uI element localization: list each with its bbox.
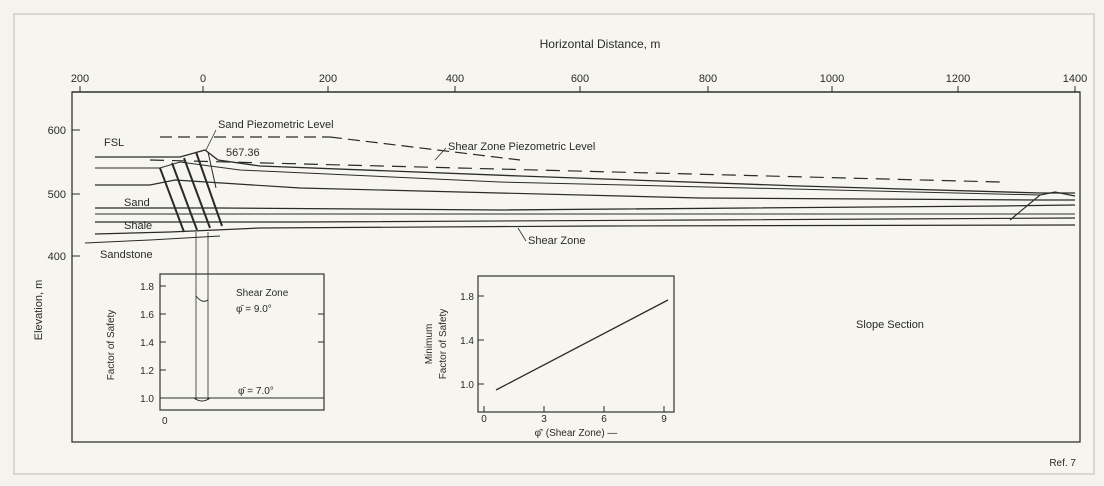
slope-section-label: Slope Section: [856, 319, 924, 331]
left-inset-y-tick: 1.2: [140, 366, 154, 377]
fs-trend-line: [495, 299, 669, 391]
left-inset-origin: 0: [162, 416, 168, 427]
sand-piezometric-label: Sand Piezometric Level: [218, 119, 334, 131]
sand-label: Sand: [124, 197, 150, 209]
right-inset-chart: [477, 275, 675, 413]
right-inset-x-tick: 6: [601, 414, 607, 425]
y-axis-title: Elevation, m: [33, 280, 45, 341]
x-tick-label: 600: [571, 73, 589, 85]
left-inset-y-label: Factor of Safety: [106, 310, 117, 381]
reference-label: Ref. 7: [1049, 458, 1076, 469]
shale-label: Shale: [124, 220, 152, 232]
left-axis-ticks: [72, 129, 80, 257]
slip-slices: [159, 151, 223, 233]
shear-zone-piezometric-label: Shear Zone Piezometric Level: [448, 141, 595, 153]
right-inset-y-label-line1: Minimum: [424, 324, 435, 365]
x-tick-label: 1000: [820, 73, 844, 85]
right-inset-y-tick: 1.0: [460, 380, 474, 391]
right-inset-y-label-line2: Factor of Safety: [438, 309, 449, 380]
fsl-label: FSL: [104, 137, 124, 149]
x-tick-label: 800: [699, 73, 717, 85]
x-tick-label: 1200: [946, 73, 970, 85]
y-tick-label: 600: [48, 125, 66, 137]
right-inset-x-tick: 9: [661, 414, 667, 425]
x-tick-label: 1400: [1063, 73, 1087, 85]
right-inset-x-tick: 0: [481, 414, 487, 425]
x-tick-label: 200: [319, 73, 337, 85]
top-axis: [72, 86, 1080, 93]
figure-frame: [13, 13, 1095, 475]
right-inset-x-label: φ̄' (Shear Zone) —: [535, 428, 618, 439]
left-inset-chart: [159, 273, 325, 411]
right-inset-x-tick: 3: [541, 414, 547, 425]
elevation-label: 567.36: [226, 147, 260, 159]
left-inset-y-tick: 1.4: [140, 338, 154, 349]
y-tick-label: 500: [48, 189, 66, 201]
left-inset-y-tick: 1.0: [140, 394, 154, 405]
left-inset-y-tick: 1.8: [140, 282, 154, 293]
x-tick-label: 400: [446, 73, 464, 85]
left-inset-y-tick: 1.6: [140, 310, 154, 321]
left-inset-phi-lower: φ̄ = 7.0°: [238, 386, 274, 397]
x-tick-label: 0: [200, 73, 206, 85]
right-inset-y-tick: 1.8: [460, 292, 474, 303]
left-inset-phi-upper: φ̄ = 9.0°: [236, 304, 272, 315]
right-inset-y-tick: 1.4: [460, 336, 474, 347]
strata-lines: [84, 149, 1076, 244]
sandstone-label: Sandstone: [100, 249, 153, 261]
shear-zone-label: Shear Zone: [528, 235, 585, 247]
guide-lines: [195, 232, 209, 400]
y-tick-label: 400: [48, 251, 66, 263]
x-axis-title: Horizontal Distance, m: [540, 37, 661, 51]
x-tick-label: 200: [71, 73, 89, 85]
piezometric-lines: [149, 136, 1001, 183]
left-inset-shear-zone-label: Shear Zone: [236, 288, 289, 299]
